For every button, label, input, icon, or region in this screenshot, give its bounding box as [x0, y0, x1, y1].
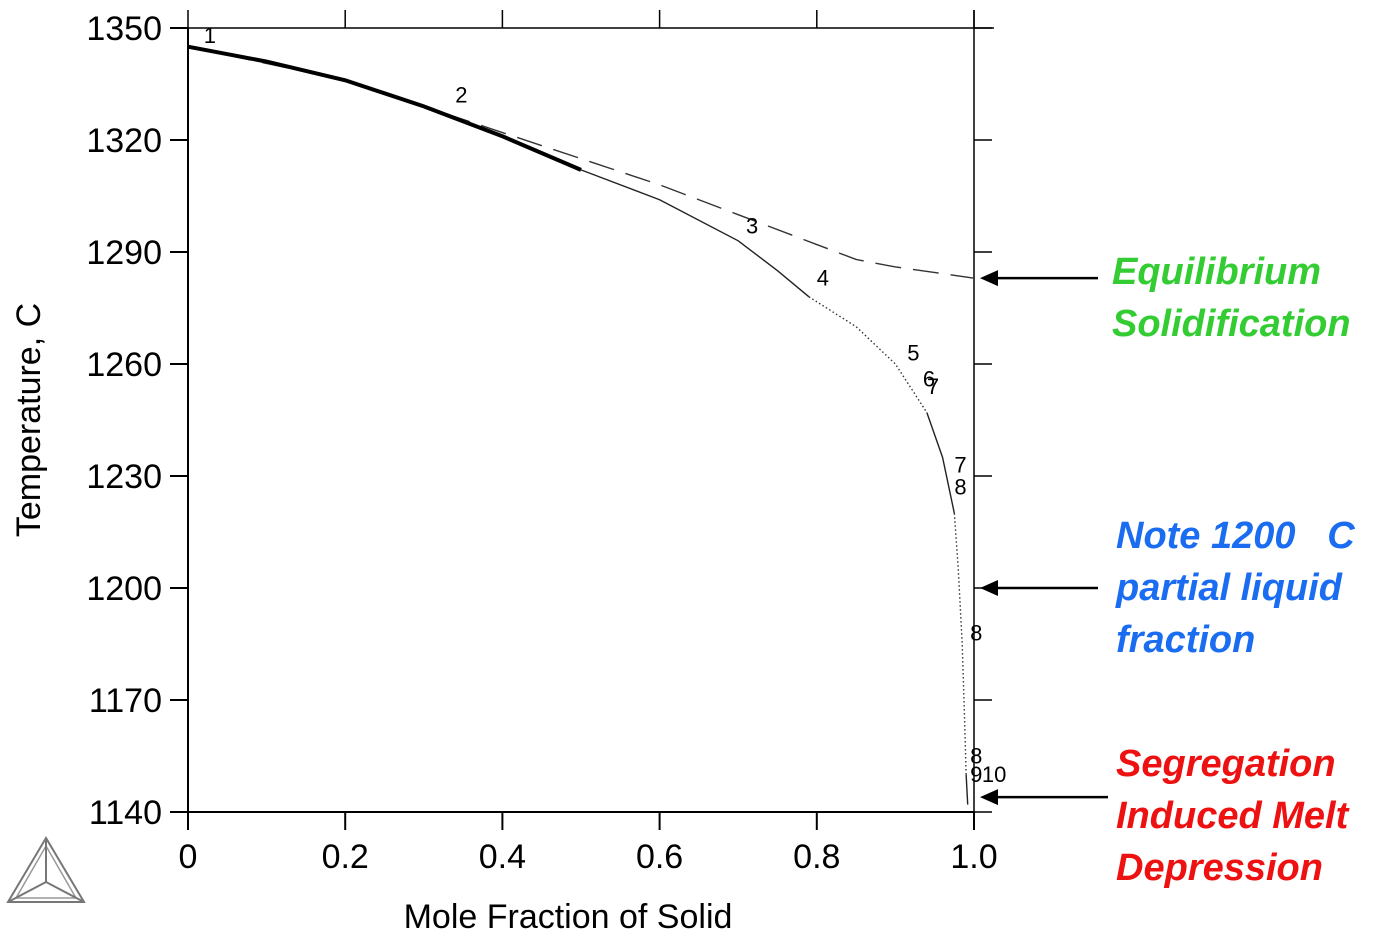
y-tick-label: 1290 — [86, 234, 162, 272]
segregation-melt-depression-annotation: Segregation Induced Melt Depression — [1116, 738, 1348, 894]
x-tick-label: 0.4 — [479, 838, 526, 876]
series-line-1 — [187, 44, 582, 172]
annotation-line: Depression — [1116, 847, 1323, 889]
series-line-0 — [187, 45, 975, 279]
thermo-calc-tetrahedron-icon — [6, 836, 86, 903]
curve-label: 2 — [455, 83, 467, 108]
x-tick-label: 1.0 — [950, 838, 997, 876]
annotation-line: Equilibrium — [1112, 251, 1321, 293]
x-tick-label: 0.2 — [322, 838, 369, 876]
annotation-line: Induced Melt — [1116, 795, 1349, 837]
curve-label: 8 — [954, 475, 966, 500]
y-axis-title: Temperature, C — [10, 303, 48, 537]
series-line-6 — [965, 774, 969, 805]
annotation-line: fraction — [1116, 619, 1256, 661]
series-line-2 — [580, 169, 810, 298]
annotation-line: Solidification — [1112, 303, 1351, 345]
curve-label: 3 — [746, 213, 758, 238]
x-tick-label: 0.6 — [636, 838, 683, 876]
y-tick-label: 1200 — [86, 570, 162, 608]
curve-label: 5 — [907, 340, 919, 365]
annotation-arrow-head — [980, 270, 998, 287]
x-tick-label: 0 — [179, 838, 198, 876]
annotation-line: Note 1200 C — [1116, 515, 1355, 557]
y-tick-label: 1320 — [86, 122, 162, 160]
y-tick-label: 1260 — [86, 346, 162, 384]
curve-label: 4 — [817, 266, 829, 291]
plot-frame — [187, 10, 994, 813]
annotation-arrow-head — [980, 789, 998, 806]
x-tick-label: 0.8 — [793, 838, 840, 876]
curve-label: 6 — [923, 366, 935, 391]
curve-label: 7 — [954, 452, 966, 477]
curve-label: 9 — [970, 762, 982, 787]
equilibrium-solidification-annotation: Equilibrium Solidification — [1112, 246, 1351, 350]
y-tick-label: 1350 — [86, 10, 162, 48]
y-tick-label: 1230 — [86, 458, 162, 496]
series-line-4 — [926, 412, 956, 514]
series-line-5 — [953, 513, 967, 775]
curve-label: 1 — [204, 23, 216, 48]
x-axis-title: Mole Fraction of Solid — [404, 898, 733, 936]
y-tick-label: 1170 — [89, 682, 162, 720]
y-tick-label: 1140 — [89, 794, 162, 832]
curve-label: 10 — [982, 762, 1006, 787]
partial-liquid-annotation: Note 1200 C partial liquid fraction — [1116, 510, 1355, 666]
annotation-arrows — [980, 270, 1108, 806]
curve-label: 8 — [970, 743, 982, 768]
curve-label: 8 — [970, 620, 982, 645]
annotation-line: Segregation — [1116, 743, 1336, 785]
curve-label: 7 — [927, 374, 939, 399]
annotation-arrow-head — [980, 580, 998, 596]
annotation-line: partial liquid — [1116, 567, 1342, 609]
axis-ticks: 1140 1170 1200 1230 1260 1290 1320 1350 0 0.2 0.4 0… — [86, 10, 998, 876]
series-layer — [187, 44, 975, 805]
